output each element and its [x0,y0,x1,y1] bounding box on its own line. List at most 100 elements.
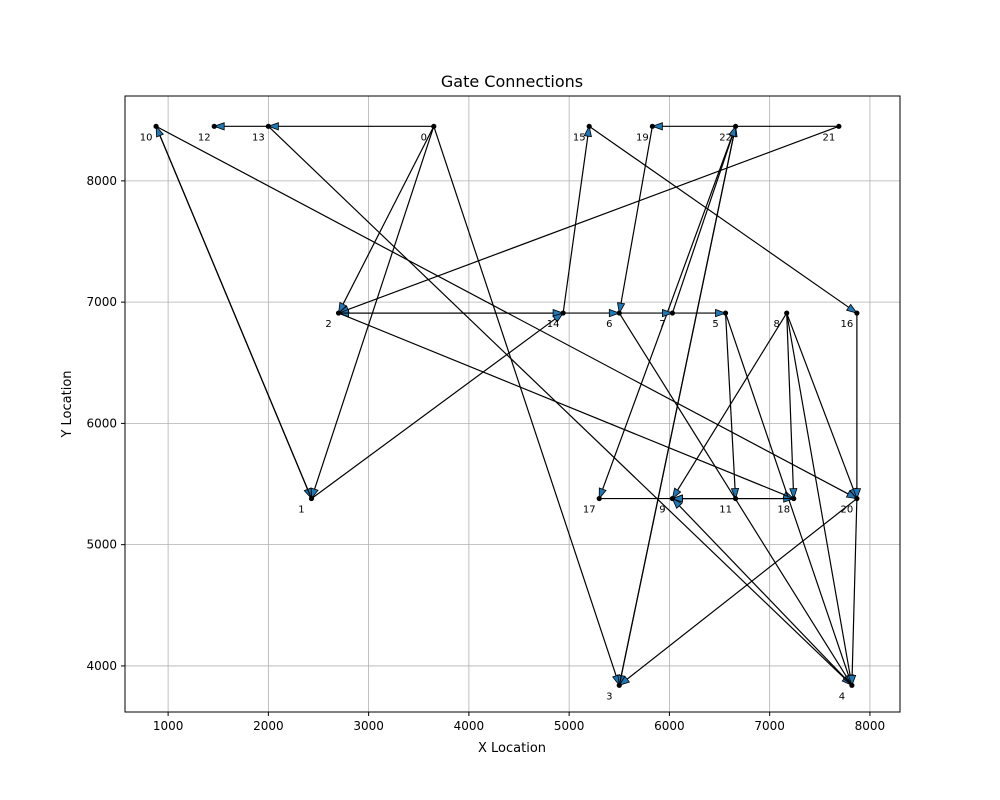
x-axis-label: X Location [478,741,546,756]
node-8 [784,310,790,316]
node-3 [616,682,622,688]
edge-1-14 [311,312,564,500]
edge-0-2 [338,126,435,314]
node-6 [616,310,622,316]
edge-1-10 [155,126,313,499]
node-19 [649,123,655,129]
edge-15-16 [588,125,858,314]
node-label-18: 18 [777,505,790,516]
node-label-15: 15 [573,132,586,143]
arrowhead-15-16 [845,303,858,314]
y-tick-label: 8000 [86,174,117,188]
edge-19-6 [618,126,653,314]
node-label-6: 6 [606,319,612,330]
arrowhead-21-19 [651,122,663,131]
edge-10-20 [155,125,858,500]
node-2 [335,310,342,316]
node-1 [308,495,315,502]
node-21 [836,123,842,129]
tick-layer: 1000 2000 3000 4000 5000 6000 7000 8000 4000 5000… [86,174,885,733]
arrowhead-22-17 [598,487,607,500]
node-20 [854,495,860,502]
node-17 [596,495,602,502]
node-0 [431,123,437,129]
node-18 [791,495,797,502]
node-label-3: 3 [606,691,612,702]
y-tick-label: 6000 [86,416,117,430]
arrowhead-14-6 [608,308,621,318]
arrowhead-6-7 [662,308,674,318]
arrowhead-4-9 [671,497,683,509]
node-9 [669,495,676,502]
arrowhead-20-3 [618,675,631,687]
arrowhead-20-4 [847,674,857,687]
x-tick-label: 2000 [253,719,284,733]
node-label-22: 22 [719,132,732,143]
x-tick-label: 7000 [754,719,785,733]
edge-7-22 [671,126,737,314]
node-label-4: 4 [839,691,845,702]
node-label-0: 0 [421,132,427,143]
edge-0-3 [433,126,620,686]
node-7 [669,310,676,316]
edge-8-20 [786,312,858,499]
x-tick-label: 6000 [654,719,685,733]
grid-layer [125,96,900,712]
chart-title: Gate Connections [441,72,583,91]
node-label-7: 7 [659,319,665,330]
y-tick-label: 4000 [86,659,117,673]
y-tick-label: 5000 [86,538,117,552]
x-tick-label: 4000 [454,719,485,733]
node-10 [153,123,159,129]
y-axis-label: Y Location [60,370,75,438]
node-16 [854,310,860,316]
edge-21-2 [338,125,840,314]
arrowhead-1-14 [552,312,565,323]
arrowhead-8-9 [671,487,682,500]
x-tick-label: 3000 [353,719,384,733]
node-14 [560,310,566,316]
arrowhead-8-18 [789,488,798,500]
node-label-16: 16 [841,319,854,330]
edge-14-15 [562,126,590,314]
node-5 [722,310,729,316]
x-tick-label: 8000 [855,719,886,733]
node-label-17: 17 [583,505,596,516]
arrowhead-5-11 [730,487,740,500]
arrowhead-1-10 [155,125,164,138]
node-label-8: 8 [774,319,780,330]
edge-8-4 [786,312,853,686]
edge-4-9 [671,498,853,686]
arrowhead-7-5 [715,308,727,318]
node-label-2: 2 [325,319,331,330]
arrowhead-0-13 [267,122,279,131]
node-label-5: 5 [712,319,718,330]
edge-8-9 [671,312,788,499]
node-15 [586,123,592,129]
node-label-20: 20 [841,505,854,516]
node-label-9: 9 [659,505,665,516]
edge-5-11 [724,313,737,499]
node-label-13: 13 [252,132,265,143]
edge-layer [155,122,862,687]
edge-8-18 [786,313,795,499]
arrowhead-13-12 [213,122,225,131]
node-label-19: 19 [636,132,649,143]
arrowhead-14-15 [583,125,592,138]
arrowhead-16-20 [852,488,862,500]
node-11 [732,495,739,502]
x-tick-label: 5000 [554,719,585,733]
edge-0-1 [310,126,435,499]
arrowhead-11-9 [671,494,683,503]
node-label-11: 11 [719,505,732,516]
edge-2-18 [338,312,794,500]
node-12 [211,123,217,129]
node-label-12: 12 [198,132,211,143]
edge-20-3 [618,498,858,686]
node-label-21: 21 [822,132,835,143]
node-label-10: 10 [140,132,153,143]
node-label-14: 14 [547,319,560,330]
node-22 [732,123,739,129]
